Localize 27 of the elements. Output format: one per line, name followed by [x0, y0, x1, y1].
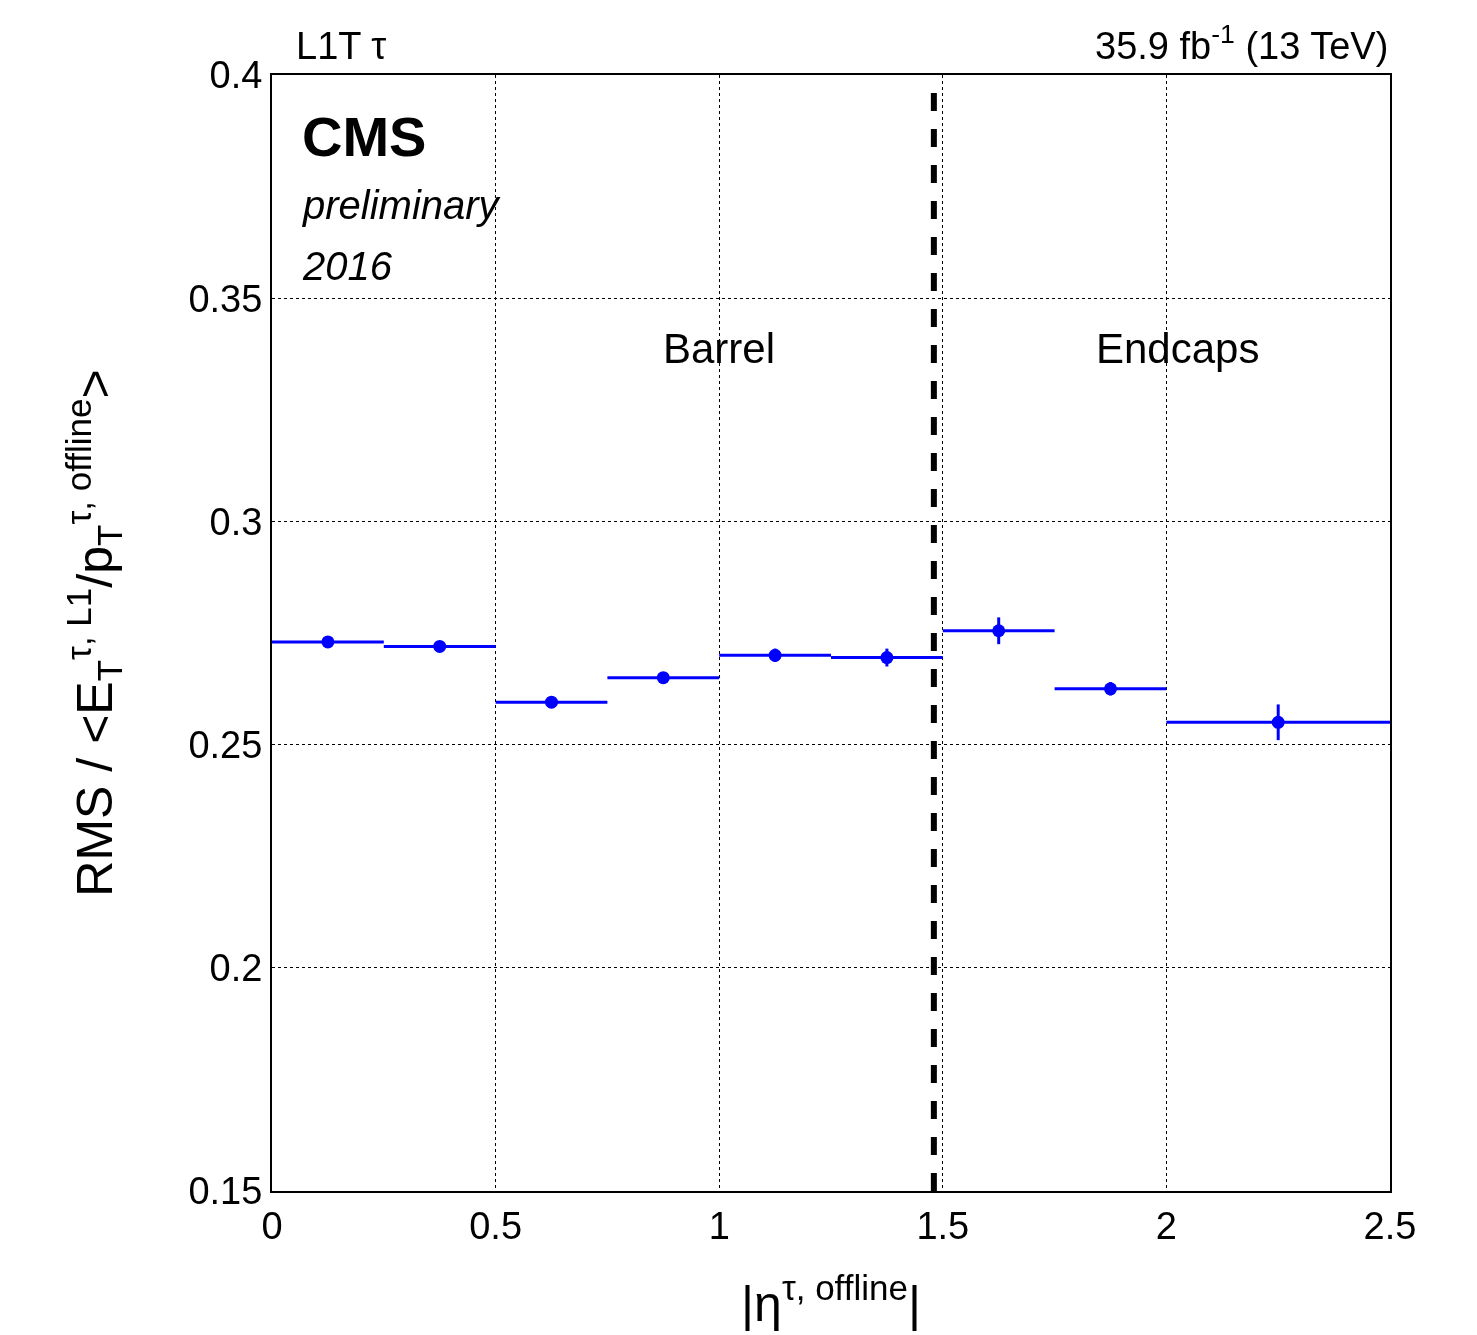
point: [545, 695, 558, 709]
annotation: preliminary: [302, 183, 502, 227]
point: [321, 635, 335, 649]
y-tick-label: 0.4: [209, 54, 263, 97]
x-tick-label: 0: [261, 1204, 283, 1247]
y-tick-label: 0.35: [188, 277, 263, 320]
x-tick-label: 1.5: [916, 1204, 970, 1247]
x-tick-label: 1: [708, 1204, 730, 1247]
point: [1271, 715, 1285, 729]
x-tick-label: 2: [1155, 1204, 1177, 1247]
point: [992, 624, 1006, 638]
annotation: 2016: [302, 244, 393, 288]
annotation: CMS: [302, 105, 427, 168]
point: [880, 651, 894, 665]
y-tick-label: 0.15: [188, 1170, 263, 1213]
text: 35.9 fb$^{-1}$ (13 TeV): [1095, 19, 1389, 67]
x-tick-label: 2.5: [1363, 1204, 1417, 1247]
x-axis-title: |η$^{τ, offline}$|: [741, 1267, 921, 1332]
point: [433, 639, 447, 653]
x-tick-label: 0.5: [469, 1204, 523, 1247]
y-tick-label: 0.3: [209, 500, 263, 543]
text: L1T τ: [296, 25, 387, 67]
point: [656, 671, 670, 685]
annotation: Barrel: [663, 325, 776, 372]
y-tick-label: 0.2: [209, 947, 263, 990]
annotation: Endcaps: [1096, 325, 1260, 372]
y-tick-label: 0.25: [188, 723, 263, 766]
